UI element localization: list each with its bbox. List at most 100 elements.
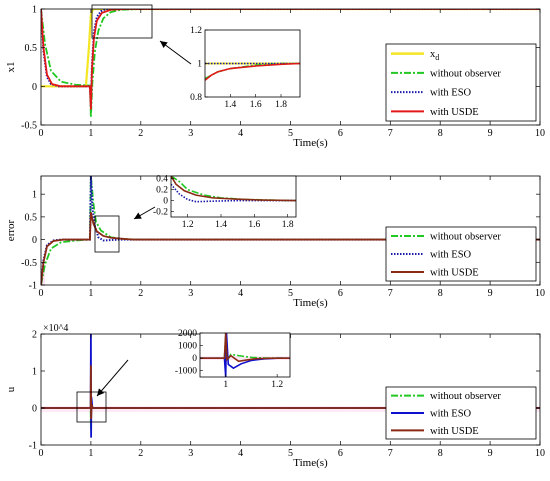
zoom-arrow-head	[134, 212, 142, 219]
legend-label-1: without observer	[430, 68, 501, 79]
y-tick-label: -0.5	[21, 121, 37, 132]
x-tick-label: 5	[288, 288, 293, 299]
y-tick-label: 1	[32, 190, 37, 201]
inset-box	[199, 332, 291, 378]
inset-y-tick-label: 1.2	[190, 26, 202, 36]
series-line-1	[171, 183, 296, 203]
inset-plot: 1 1.2 -1000 0 1000 2000	[175, 329, 291, 390]
zoom-arrow-head	[97, 388, 105, 396]
y-axis-label: x1	[5, 62, 17, 73]
inset-y-tick-label: 1000	[178, 342, 197, 352]
x-tick-label: 2	[138, 448, 143, 459]
x-tick-label: 7	[388, 288, 393, 299]
inset-x-tick-label: 1	[223, 380, 228, 390]
inset-pink-band	[200, 356, 290, 361]
x-tick-label: 8	[438, 288, 443, 299]
x-axis-label: Time(s)	[293, 297, 328, 309]
series-line-2	[200, 333, 290, 363]
legend-label-1: with ESO	[430, 250, 472, 261]
inset-plot: 1.2 1.4 1.6 1.8 -0.200.20.4	[153, 175, 297, 230]
x-tick-label: 0	[39, 128, 44, 139]
x-tick-label: 4	[238, 128, 243, 139]
x-tick-label: 0	[39, 448, 44, 459]
legend-box	[385, 43, 537, 122]
inset-y-tick-label: 2000	[178, 329, 197, 339]
inset-x-tick-label: 1.2	[271, 380, 283, 390]
legend-label-2: with USDE	[430, 268, 479, 279]
legend: without observer with ESO with USDE	[385, 226, 537, 282]
series-line-3	[41, 9, 540, 110]
y-tick-label: 0	[32, 404, 37, 415]
inset-y-tick-label: 0	[163, 197, 168, 207]
inset-x-tick-label: 1.4	[224, 100, 236, 110]
inset-y-tick-label: 0.8	[190, 93, 202, 103]
y-tick-label: -1	[29, 441, 37, 452]
y-tick-label: 0	[32, 235, 37, 246]
series-line-2	[171, 176, 296, 202]
legend: without observer with ESO with USDE	[385, 386, 537, 440]
legend: xd without observer with ESO with USDE	[385, 43, 537, 122]
x-tick-label: 10	[535, 128, 545, 139]
x-tick-label: 6	[338, 448, 343, 459]
pink-band	[41, 406, 540, 413]
legend-label-3: with USDE	[430, 107, 479, 118]
zoom-box	[94, 215, 120, 253]
inset-x-tick-label: 1.8	[282, 220, 294, 230]
x-tick-label: 2	[138, 128, 143, 139]
x-tick-label: 9	[488, 128, 493, 139]
inset-x-tick-label: 1.2	[182, 220, 194, 230]
series-line-1	[41, 176, 540, 285]
x-tick-label: 7	[388, 448, 393, 459]
series-line-3	[205, 62, 300, 81]
legend-label-0: without observer	[430, 391, 501, 402]
inset-bg	[200, 333, 290, 377]
legend-label-0: xd	[430, 49, 439, 62]
x-tick-label: 8	[438, 448, 443, 459]
zoom-box	[76, 391, 107, 423]
y-tick-label: -0.5	[21, 258, 37, 269]
inset-box	[170, 175, 297, 218]
x-tick-label: 5	[288, 128, 293, 139]
x-tick-label: 9	[488, 288, 493, 299]
x-tick-label: 4	[238, 288, 243, 299]
y-multiplier: ×10^4	[43, 323, 68, 334]
inset-y-tick-label: 0.2	[156, 186, 168, 196]
y-tick-label: 1	[32, 5, 37, 16]
y-tick-label: 1	[32, 367, 37, 378]
inset-y-tick-label: 1	[197, 60, 202, 70]
inset-y-tick-label: -1000	[175, 367, 197, 377]
x-tick-label: 3	[188, 128, 193, 139]
x-tick-label: 5	[288, 448, 293, 459]
inset-x-tick-label: 1.8	[275, 100, 287, 110]
legend-label-0: without observer	[430, 232, 501, 243]
inset-y-tick-label: 0	[192, 354, 197, 364]
x-tick-label: 9	[488, 448, 493, 459]
x-tick-label: 10	[535, 288, 545, 299]
x-tick-label: 1	[88, 288, 93, 299]
y-axis-label: error	[5, 219, 17, 241]
x-axis-label: Time(s)	[293, 137, 328, 149]
inset-y-tick-label: -0.2	[153, 208, 168, 218]
series-line-2	[41, 365, 540, 420]
y-axis-label: u	[5, 386, 17, 392]
inset-bg	[171, 176, 296, 217]
y-tick-label: -1	[29, 281, 37, 292]
inset-plot: 1.4 1.6 1.8 0.8 1 1.2	[190, 26, 301, 110]
x-tick-label: 1	[88, 128, 93, 139]
inset-x-tick-label: 1.4	[215, 220, 227, 230]
x-axis-label: Time(s)	[293, 457, 328, 469]
x-tick-label: 7	[388, 128, 393, 139]
x-tick-label: 8	[438, 128, 443, 139]
legend-label-2: with ESO	[430, 88, 472, 99]
zoom-box	[91, 4, 153, 39]
x-tick-label: 0	[39, 288, 44, 299]
y-tick-label: 2	[32, 330, 37, 341]
legend-label-1: with ESO	[430, 409, 472, 420]
zoom-arrow-head	[160, 41, 168, 48]
y-tick-label: 0.5	[25, 43, 38, 54]
zoom-arrow	[96, 359, 129, 397]
